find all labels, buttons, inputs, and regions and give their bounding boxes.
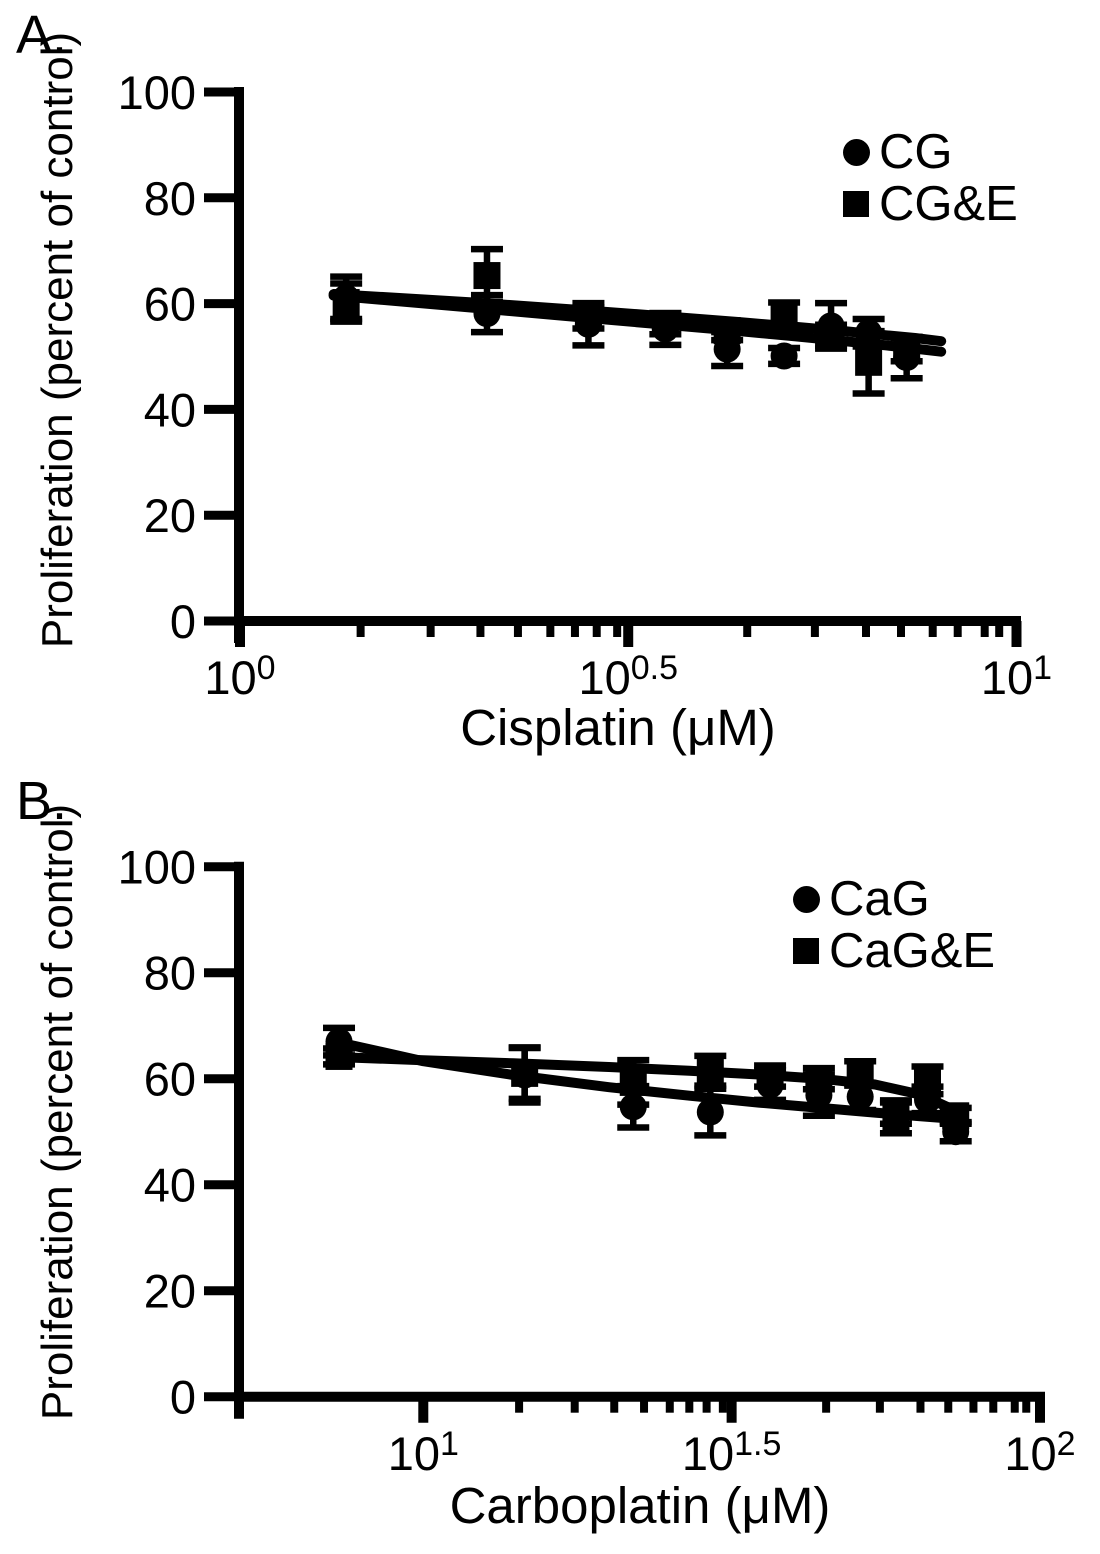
panel-a-y-tick-label: 80	[144, 172, 196, 225]
panel-a-data-point-circle	[473, 300, 501, 328]
legend-item-cage: CaG&E	[793, 925, 995, 977]
panel-a-data-point-square	[473, 262, 501, 290]
panel-b-data-point-square	[325, 1042, 353, 1070]
panel-a-x-tick-label-2: 100.5	[578, 649, 678, 704]
panel-a-y-axis-title: Proliferation (percent of control)	[33, 31, 82, 649]
panel-b-y-tick-label: 20	[144, 1265, 196, 1318]
panel-b-x-tick-label-1: 101	[387, 1424, 459, 1480]
panel-a-fit-curve-squares	[328, 289, 947, 347]
panel-a-data-point-square	[893, 336, 921, 364]
panel-a-y-tick-label: 20	[144, 489, 196, 542]
panel-a-data-point-square	[770, 305, 798, 333]
square-marker-icon	[843, 191, 869, 217]
legend-item-cag: CaG	[793, 873, 995, 925]
panel-a-data-point-square	[855, 348, 883, 376]
panel-b-data-point-square	[942, 1102, 970, 1130]
panel-a-y-tick-label: 60	[144, 278, 196, 331]
panel-b-x-tick-label-3: 102	[1004, 1424, 1076, 1480]
panel-b-y-tick-label: 40	[144, 1159, 196, 1212]
panel-a-x-tick-label-3: 101	[980, 649, 1053, 704]
panel-a-y-tick-label: 100	[118, 66, 196, 119]
panel-b-data-point-square	[619, 1068, 647, 1096]
panel-a-x-tick-label-1: 100	[204, 649, 276, 704]
panel-b-data-point-circle	[846, 1083, 874, 1111]
panel-a-y-tick-label: 40	[144, 383, 196, 436]
panel-a-data-point-square	[817, 321, 845, 349]
circle-marker-icon	[843, 138, 870, 166]
panel-a-data-point-circle	[855, 319, 883, 347]
panel-a-legend: CG CG&E	[843, 126, 1018, 230]
legend-label-cge: CG&E	[879, 176, 1018, 231]
legend-item-cge: CG&E	[843, 178, 1018, 230]
panel-a-label: A.	[16, 5, 68, 65]
panel-b-y-tick-label: 100	[118, 841, 196, 894]
panel-b-data-point-square	[756, 1062, 784, 1090]
circle-marker-icon	[793, 885, 820, 913]
panel-b-fit-curve-squares	[330, 1052, 968, 1120]
panel-b-y-tick-label: 60	[144, 1053, 196, 1106]
panel-b-x-tick-label-2: 101.5	[681, 1424, 782, 1480]
panel-b-x-axis-title: Carboplatin (μM)	[449, 1477, 831, 1534]
panel-a-y-tick-label: 0	[170, 595, 196, 648]
panel-a-data-point-square	[651, 310, 679, 338]
panel-b-data-point-circle	[619, 1093, 647, 1121]
panel-b-y-tick-label: 0	[170, 1371, 196, 1424]
legend-item-cg: CG	[843, 126, 1018, 178]
panel-a-data-point-circle	[770, 342, 798, 370]
panel-b-y-axis-title: Proliferation (percent of control)	[33, 803, 82, 1421]
panel-b-legend: CaG CaG&E	[793, 873, 995, 977]
panel-a-data-point-square	[713, 317, 741, 345]
panel-b-data-point-square	[913, 1066, 941, 1094]
panel-b-data-point-square	[696, 1057, 724, 1085]
panel-b-y-tick-label: 80	[144, 947, 196, 1000]
panel-b-data-point-square	[846, 1059, 874, 1087]
panel-a-x-axis-title: Cisplatin (μM)	[460, 699, 776, 756]
legend-label-cg: CG	[879, 124, 953, 179]
panel-b-data-point-square	[805, 1065, 833, 1093]
panel-b-data-point-square	[511, 1059, 539, 1087]
square-marker-icon	[793, 938, 819, 964]
legend-label-cag: CaG	[829, 871, 930, 926]
panel-b-data-point-circle	[696, 1098, 724, 1126]
panel-b-data-point-square	[882, 1103, 910, 1131]
panel-a-data-point-square	[332, 289, 360, 317]
panel-b-label: B.	[16, 771, 68, 831]
panel-a-data-point-square	[574, 304, 602, 332]
legend-label-cage: CaG&E	[829, 923, 996, 978]
